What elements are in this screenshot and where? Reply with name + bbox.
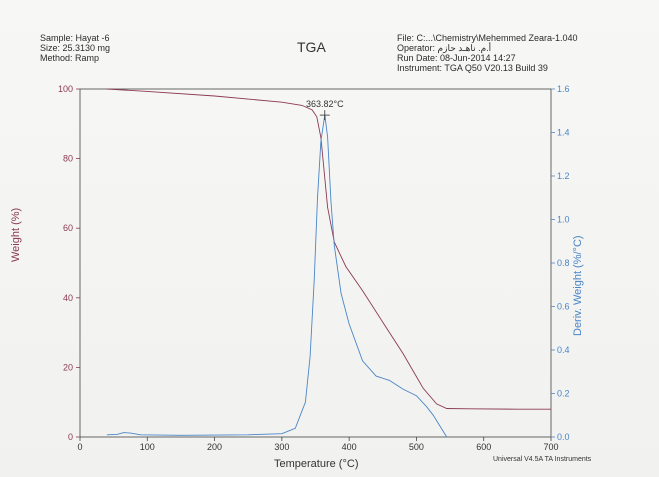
weight-curve xyxy=(106,88,551,410)
y2-tick-label: 1.6 xyxy=(557,84,570,94)
x-tick-label: 500 xyxy=(409,442,424,452)
y2-tick-label: 1.4 xyxy=(557,128,570,138)
instrument: Instrument: TGA Q50 V20.13 Build 39 xyxy=(397,63,548,73)
run-date: Run Date: 08-Jun-2014 14:27 xyxy=(397,53,516,63)
y2-tick-label: 0.8 xyxy=(557,258,570,268)
y2-tick-label: 1.0 xyxy=(557,215,570,225)
x-axis-label: Temperature (°C) xyxy=(274,458,359,470)
chart-title: TGA xyxy=(297,39,326,55)
operator: Operator: أ.م. ناهـد حازم xyxy=(397,43,492,53)
y2-tick-label: 0.0 xyxy=(557,432,570,442)
software-footer: Universal V4.5A TA Instruments xyxy=(493,456,592,463)
peak-annotation-label: 363.82°C xyxy=(306,99,344,109)
file-path: File: C:...\Chemistry\Mehemmed Zeara-1.0… xyxy=(397,33,578,43)
run-info: File: C:...\Chemistry\Mehemmed Zeara-1.0… xyxy=(397,33,578,73)
y-axis-label-deriv: Deriv. Weight (%/°C) xyxy=(572,235,584,336)
y2-tick-label: 0.6 xyxy=(557,302,570,312)
x-tick-label: 400 xyxy=(342,442,357,452)
y2-tick-label: 0.2 xyxy=(557,389,570,399)
y-tick-label: 80 xyxy=(63,154,73,164)
x-tick-label: 700 xyxy=(543,442,558,452)
x-tick-label: 600 xyxy=(476,442,491,452)
y-tick-label: 40 xyxy=(63,293,73,303)
x-tick-label: 0 xyxy=(77,442,82,452)
y-tick-label: 20 xyxy=(63,362,73,372)
sample-size: Size: 25.3130 mg xyxy=(40,43,111,53)
x-tick-label: 300 xyxy=(274,442,289,452)
sample-info: Sample: Hayat -6 Size: 25.3130 mg Method… xyxy=(40,33,110,63)
sample-name: Sample: Hayat -6 xyxy=(40,33,110,43)
y-tick-label: 0 xyxy=(68,432,73,442)
x-tick-label: 100 xyxy=(140,442,155,452)
y-tick-label: 60 xyxy=(63,223,73,233)
x-tick-label: 200 xyxy=(207,442,222,452)
deriv-weight-curve xyxy=(106,115,448,438)
sample-method: Method: Ramp xyxy=(40,53,100,63)
y-tick-label: 100 xyxy=(58,84,73,94)
y2-tick-label: 1.2 xyxy=(557,171,570,181)
plot-frame xyxy=(79,88,552,438)
y-axis-label-weight: Weight (%) xyxy=(10,207,22,262)
y2-tick-label: 0.4 xyxy=(557,345,570,355)
